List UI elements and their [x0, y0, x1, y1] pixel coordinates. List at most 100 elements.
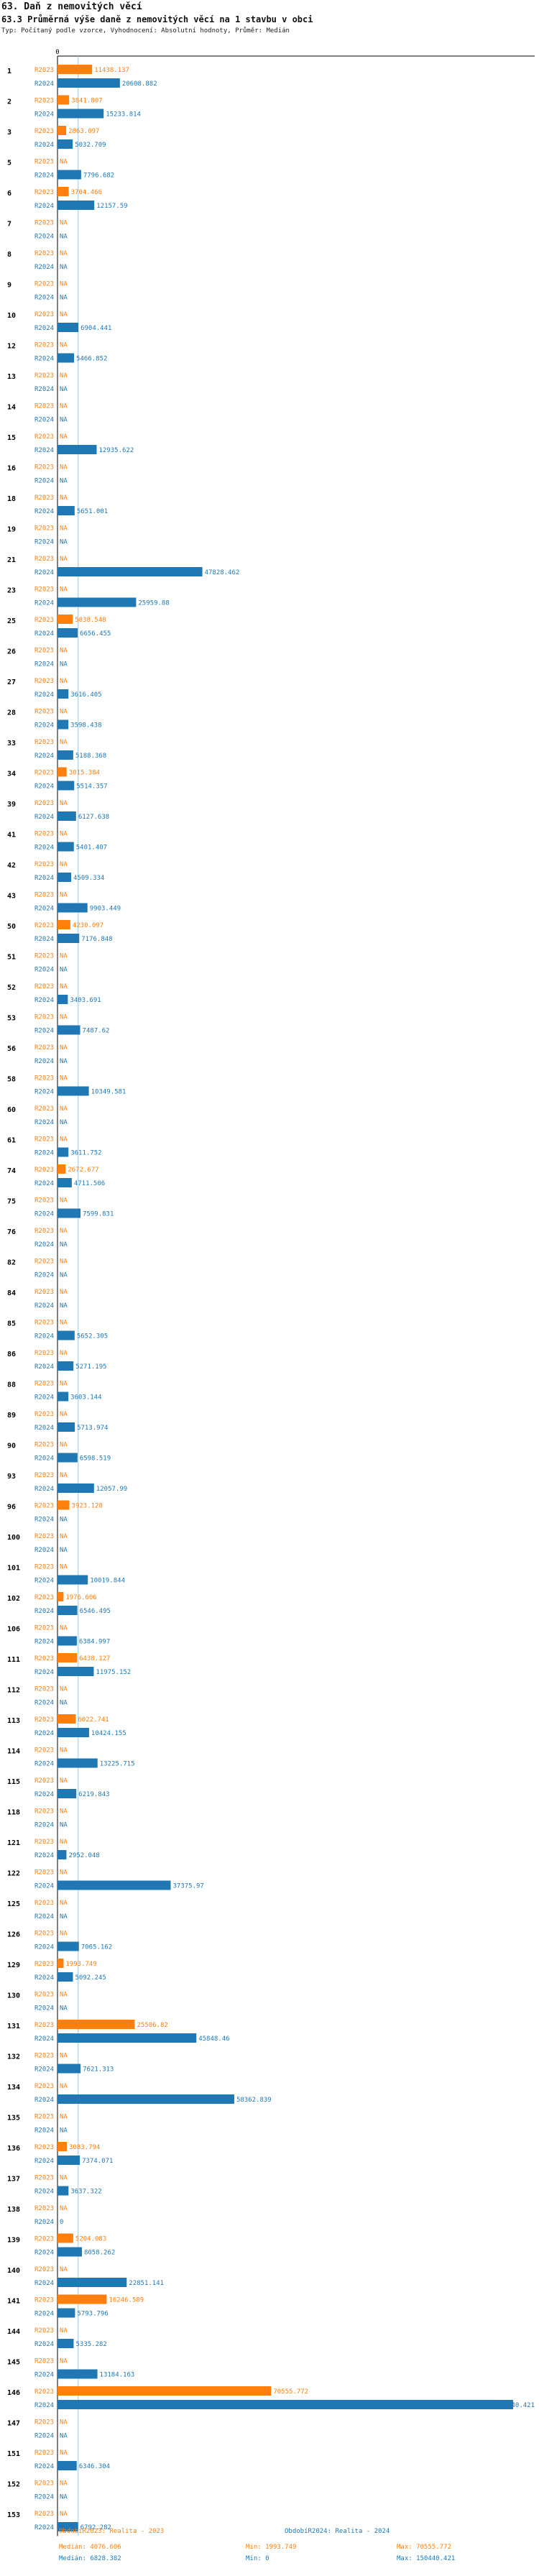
data-label-na: NA: [60, 2005, 68, 2012]
bar-r2023: [57, 2386, 272, 2396]
category-label: 6: [7, 190, 11, 198]
category-label: 1: [7, 68, 11, 75]
series-label-r2023: R2023: [34, 1167, 54, 1174]
category-label: 51: [7, 954, 16, 962]
series-label-r2024: R2024: [34, 2494, 54, 2501]
bar-r2024: [57, 1392, 69, 1402]
data-label-na: NA: [60, 1808, 68, 1816]
data-label-na: NA: [60, 1259, 68, 1266]
data-label-na: NA: [60, 1472, 68, 1479]
series-label-r2023: R2023: [34, 1411, 54, 1418]
bar-r2023: [57, 2142, 67, 2151]
data-label: 9903.449: [90, 906, 121, 913]
data-label-na: NA: [60, 2114, 68, 2121]
bar-r2024: [57, 2522, 78, 2531]
bar-r2024: [57, 1606, 78, 1615]
series-label-r2024: R2024: [34, 814, 54, 821]
data-label: 5335.282: [75, 2341, 106, 2348]
bar-r2024: [57, 1575, 88, 1585]
bar-r2023: [57, 1714, 76, 1724]
data-label-na: NA: [60, 678, 68, 685]
bar-r2024: [57, 1880, 171, 1890]
series-label-r2023: R2023: [34, 2327, 54, 2334]
bar-r2024: [57, 597, 137, 607]
series-label-r2024: R2024: [34, 356, 54, 363]
series-label-r2023: R2023: [34, 2419, 54, 2426]
data-label: 10424.155: [91, 1730, 126, 1737]
data-label-na: NA: [60, 2053, 68, 2060]
series-label-r2023: R2023: [34, 2236, 54, 2243]
data-label-na: NA: [60, 250, 68, 257]
bar-r2023: [57, 2294, 107, 2304]
data-label: 3015.384: [69, 770, 100, 777]
series-label-r2024: R2024: [34, 1852, 54, 1859]
bar-r2024: [57, 995, 68, 1004]
category-label: 89: [7, 1412, 16, 1420]
bar-r2024: [57, 628, 78, 638]
data-label-na: NA: [60, 403, 68, 410]
data-label-na: NA: [60, 1777, 68, 1785]
data-label-na: NA: [60, 342, 68, 349]
category-label: 43: [7, 893, 16, 901]
series-label-r2024: R2024: [34, 1272, 54, 1279]
bar-r2024: [57, 2094, 234, 2104]
data-label: 3637.322: [70, 2189, 101, 2196]
bar-r2024: [57, 201, 95, 210]
category-label: 10: [7, 312, 16, 320]
data-label-na: NA: [60, 2205, 68, 2212]
bar-r2024: [57, 170, 81, 180]
bar-r2023: [57, 615, 73, 624]
data-label: 2672.677: [68, 1167, 98, 1174]
series-label-r2024: R2024: [34, 997, 54, 1004]
bar-r2024: [57, 873, 72, 882]
series-label-r2024: R2024: [34, 539, 54, 546]
data-label: 6546.495: [80, 1608, 111, 1615]
series-label-r2024: R2024: [34, 600, 54, 607]
series-label-r2023: R2023: [34, 861, 54, 868]
category-label: 61: [7, 1137, 16, 1145]
data-label: 45848.46: [198, 2036, 229, 2043]
series-label-r2023: R2023: [34, 1381, 54, 1388]
data-label: 7621.313: [83, 2066, 114, 2074]
category-label: 125: [7, 1900, 20, 1908]
category-label: 93: [7, 1473, 16, 1481]
data-label-na: NA: [60, 1105, 68, 1113]
bar-r2024: [57, 1453, 78, 1463]
data-label-na: NA: [60, 1747, 68, 1754]
category-label: 147: [7, 2420, 20, 2428]
data-label: 5652.305: [77, 1333, 108, 1340]
category-label: 106: [7, 1626, 20, 1634]
category-label: 26: [7, 648, 16, 656]
category-label: 25: [7, 617, 16, 625]
series-label-r2023: R2023: [34, 494, 54, 502]
bar-r2023: [57, 65, 93, 74]
category-label: 126: [7, 1931, 20, 1939]
series-label-r2024: R2024: [34, 1791, 54, 1798]
category-label: 23: [7, 587, 16, 595]
data-label-na: NA: [60, 1075, 68, 1082]
category-label: 41: [7, 832, 16, 840]
data-label-na: NA: [60, 983, 68, 990]
data-label-na: NA: [60, 1913, 68, 1920]
data-label-na: NA: [60, 709, 68, 716]
series-label-r2024: R2024: [34, 1089, 54, 1096]
series-label-r2024: R2024: [34, 1333, 54, 1340]
data-label-na: NA: [60, 967, 68, 974]
bar-r2023: [57, 1500, 70, 1510]
data-label: 3598.438: [70, 722, 101, 730]
series-label-r2024: R2024: [34, 203, 54, 210]
series-label-r2024: R2024: [34, 386, 54, 393]
bar-r2024: [57, 445, 97, 454]
series-label-r2023: R2023: [34, 1839, 54, 1846]
data-label: 4711.506: [74, 1180, 105, 1187]
bar-r2024: [57, 1025, 80, 1035]
category-label: 50: [7, 923, 16, 931]
category-label: 111: [7, 1656, 20, 1664]
bar-r2024: [57, 2369, 98, 2379]
bar-r2024: [57, 1484, 94, 1493]
series-label-r2023: R2023: [34, 709, 54, 716]
series-label-r2023: R2023: [34, 342, 54, 349]
data-label: 5793.796: [77, 2311, 108, 2318]
data-label-na: NA: [60, 586, 68, 594]
data-label-na: NA: [60, 1119, 68, 1126]
